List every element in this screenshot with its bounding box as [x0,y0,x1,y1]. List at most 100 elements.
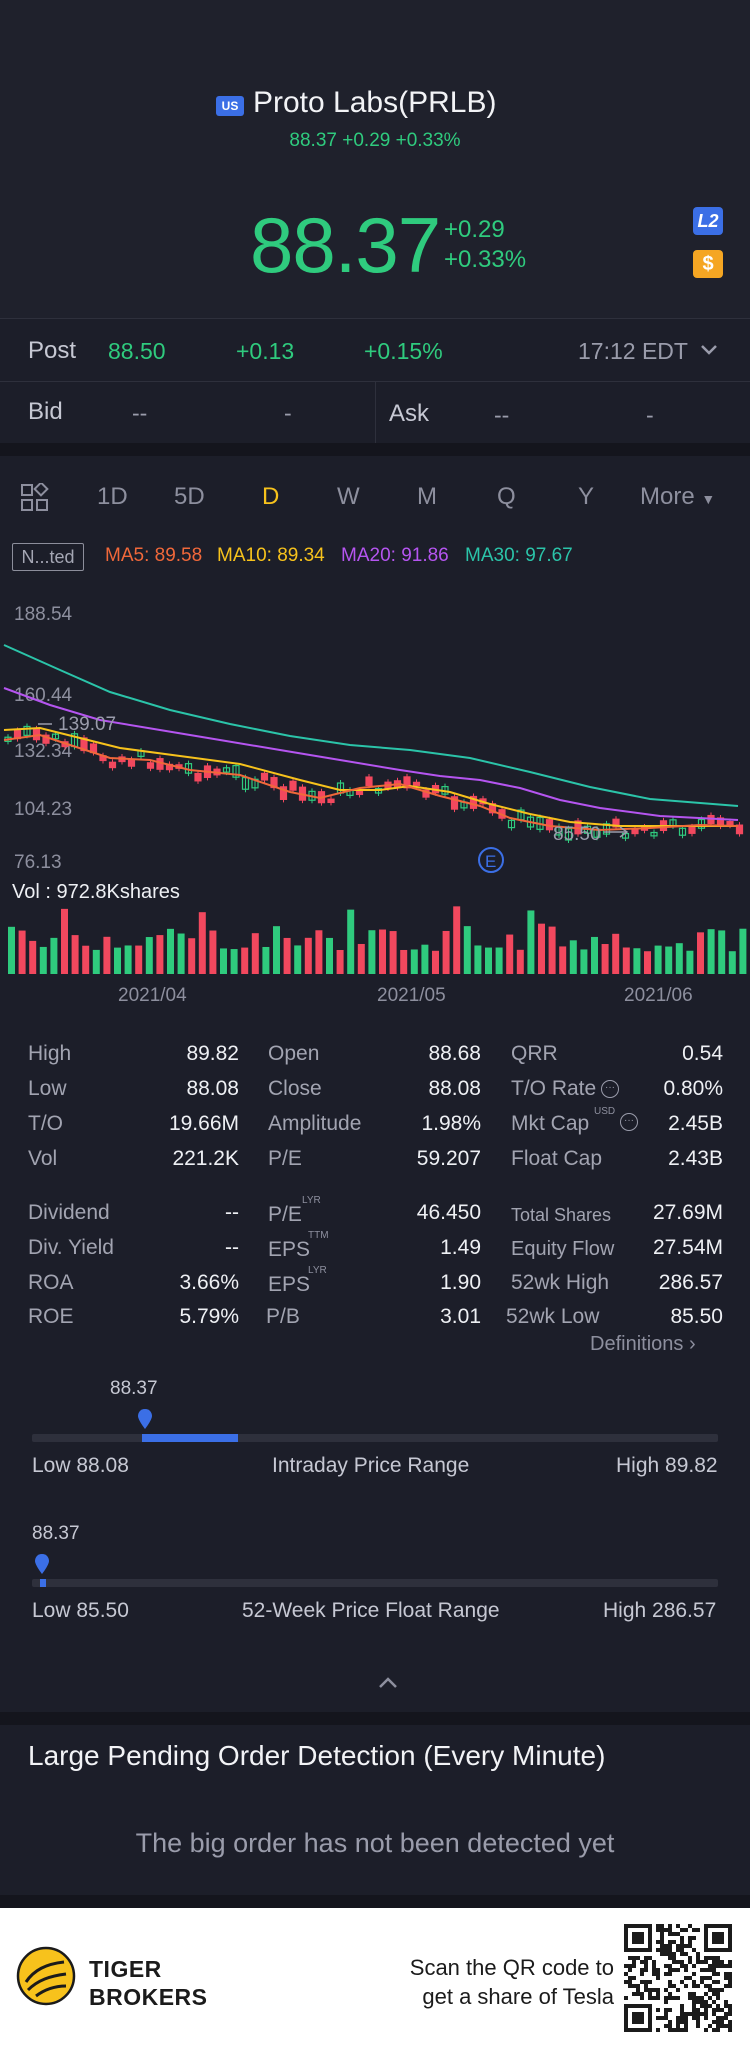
qr-module [684,1984,688,1988]
qr-module [720,2008,724,2012]
qr-module [684,2012,688,2016]
qr-module [672,1960,676,1964]
tab-year[interactable]: Y [578,483,595,510]
tab-1d[interactable]: 1D [97,483,128,510]
qr-module [716,2004,720,2008]
tab-week[interactable]: W [337,483,360,510]
qr-module [668,1980,672,1984]
ma30-line [3,644,739,807]
l2-button[interactable]: L2 [693,207,723,235]
stat-label-pe: P/E [268,1147,302,1170]
qr-module [684,1964,688,1968]
candlestick-chart[interactable]: 139.07 85.50 E [0,600,750,890]
tab-day[interactable]: D [262,483,280,510]
stat-value-eps-ttm: 1.49 [440,1236,481,1259]
candle [127,759,136,767]
collapse-chevron-icon[interactable] [377,1676,399,1690]
qr-module [696,2000,700,2004]
qr-module [680,1948,684,1952]
candle [108,761,117,769]
qr-module [640,1960,644,1964]
ask-label: Ask [389,400,430,427]
qr-module [712,1956,716,1960]
qr-module [696,1956,700,1960]
candle [469,795,478,809]
qr-module [684,1928,688,1932]
quote-header: US Proto Labs(PRLB) 88.37 +0.29 +0.33% 8… [0,0,750,318]
volume-bar [326,937,333,974]
volume-chart[interactable] [0,900,750,976]
stat-value-52wk-low: 85.50 [670,1305,723,1328]
stock-title: Proto Labs(PRLB) [253,86,497,119]
volume-bar [495,947,503,974]
qr-module [716,1992,720,1996]
volume-bar [50,937,58,974]
candle [194,772,202,782]
grid-layout-icon[interactable] [20,483,50,513]
qr-module [692,1992,696,1996]
adjust-button[interactable]: N...ted [12,543,84,571]
intraday-low: Low 88.08 [32,1454,129,1477]
volume-bar [601,944,609,974]
stat-value-dividend: -- [225,1201,239,1224]
week52-low: Low 85.50 [32,1599,129,1622]
qr-module [720,1960,724,1964]
qr-module [680,2020,684,2024]
qr-module [688,1944,692,1948]
qr-module [684,2016,688,2020]
qr-module [700,1960,704,1964]
definitions-link[interactable]: Definitions › [590,1333,696,1356]
qr-module [636,1956,640,1960]
qr-module [668,1940,672,1944]
chevron-right-icon: › [688,1333,696,1355]
qr-module [692,2008,696,2012]
week52-track [32,1579,718,1587]
candle [279,786,288,800]
divider [0,381,750,382]
qr-module [684,1944,688,1948]
qr-module [688,1960,692,1964]
qr-module [672,1956,676,1960]
brand-line1: TIGER [89,1956,162,1982]
candle [450,796,459,810]
qr-module [632,1964,636,1968]
earnings-badge-label: E [485,852,496,871]
earnings-badge[interactable]: E [478,847,504,873]
tab-5d[interactable]: 5D [174,483,205,510]
volume-bar [167,928,174,974]
qr-module [644,1988,648,1992]
y-tick: 188.54 [14,604,73,625]
qr-module [668,1924,672,1928]
dollar-button[interactable]: $ [693,250,723,278]
qr-module [716,1956,720,1960]
tab-month[interactable]: M [417,483,437,510]
x-tick: 2021/06 [624,985,693,1006]
qr-module [644,1984,648,1988]
tab-quarter[interactable]: Q [497,483,516,510]
qr-module [692,1948,696,1952]
chevron-down-icon[interactable] [700,344,718,356]
tab-more[interactable]: More ▼ [640,483,715,511]
y-tick: 160.44 [14,685,73,706]
qr-module [664,1996,668,2000]
qr-module [636,1992,640,1996]
qr-module [720,1964,724,1968]
qr-module [712,1992,716,1996]
info-icon[interactable]: ··· [601,1080,619,1098]
qr-module [656,2008,660,2012]
qr-module [656,1924,660,1928]
qr-module [728,2020,732,2024]
volume-bar [124,945,132,974]
stat-value-close: 88.08 [428,1077,481,1100]
stat-value-pe: 59.207 [416,1147,481,1170]
qr-module [704,2016,708,2020]
volume-bar [241,947,249,974]
volume-bar [580,949,588,974]
info-icon[interactable]: ··· [620,1113,638,1131]
qr-module [696,2024,700,2028]
qr-code[interactable] [624,1924,732,2032]
qr-module [692,2016,696,2020]
ask-price: -- [494,402,510,428]
post-time: 17:12 EDT [578,338,688,364]
stat-label-low: Low [28,1077,67,1100]
